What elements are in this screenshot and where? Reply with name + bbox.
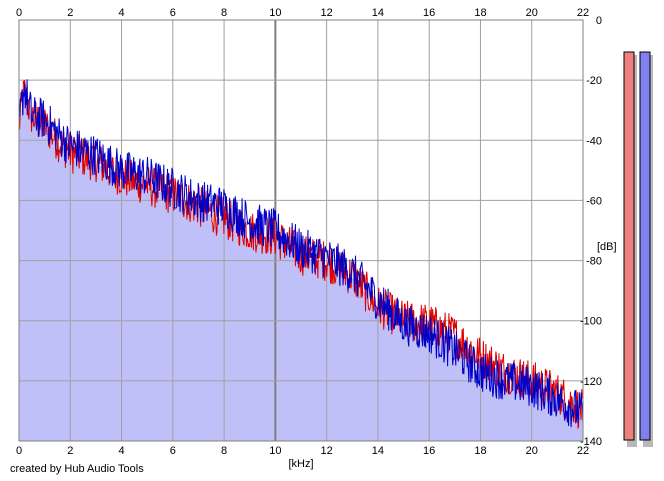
x-tick-label-top: 18 (474, 7, 486, 19)
x-tick-label-bottom: 6 (170, 445, 176, 457)
x-tick-label-top: 16 (423, 7, 435, 19)
y-axis-label: [dB] (597, 241, 617, 253)
y-tick-label: -20 (586, 75, 602, 87)
y-tick-label: -40 (586, 135, 602, 147)
x-tick-label-top: 4 (118, 7, 124, 19)
credit-text: created by Hub Audio Tools (10, 463, 144, 475)
x-tick-label-top: 10 (269, 7, 281, 19)
x-tick-label-top: 0 (16, 7, 22, 19)
x-tick-label-top: 8 (221, 7, 227, 19)
series-red-line (18, 79, 584, 430)
x-tick-label-bottom: 10 (269, 445, 281, 457)
y-tick-label: -140 (580, 436, 602, 448)
x-tick-label-top: 20 (526, 7, 538, 19)
x-tick-label-top: 2 (67, 7, 73, 19)
y-tick-label: -120 (580, 376, 602, 388)
x-tick-label-bottom: 16 (423, 445, 435, 457)
y-tick-label: -80 (586, 256, 602, 268)
x-tick-label-bottom: 0 (16, 445, 22, 457)
x-tick-label-bottom: 20 (526, 445, 538, 457)
x-tick-label-bottom: 14 (372, 445, 384, 457)
x-tick-label-bottom: 12 (321, 445, 333, 457)
x-tick-label-top: 14 (372, 7, 384, 19)
x-tick-label-top: 6 (170, 7, 176, 19)
x-tick-label-bottom: 2 (67, 445, 73, 457)
plot-frame (18, 19, 584, 442)
x-tick-label-bottom: 8 (221, 445, 227, 457)
x-axis-label: [kHz] (288, 458, 313, 470)
x-tick-label-bottom: 22 (577, 445, 589, 457)
y-tick-label: -100 (580, 316, 602, 328)
y-tick-label: 0 (596, 15, 602, 27)
level-meter (623, 51, 635, 441)
x-tick-label-bottom: 18 (474, 445, 486, 457)
x-tick-label-top: 12 (321, 7, 333, 19)
x-tick-label-top: 22 (577, 7, 589, 19)
x-tick-label-bottom: 4 (118, 445, 124, 457)
series-blue-line (18, 79, 584, 428)
level-meter (639, 51, 651, 441)
y-tick-label: -60 (586, 195, 602, 207)
